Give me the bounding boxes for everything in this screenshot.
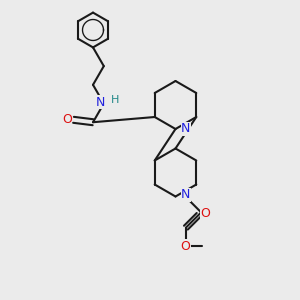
Text: O: O [180, 240, 190, 253]
Text: N: N [96, 95, 106, 109]
Text: O: O [62, 113, 72, 126]
Text: O: O [200, 207, 210, 220]
Text: N: N [181, 122, 190, 136]
Text: N: N [181, 188, 190, 202]
Text: H: H [111, 95, 119, 105]
